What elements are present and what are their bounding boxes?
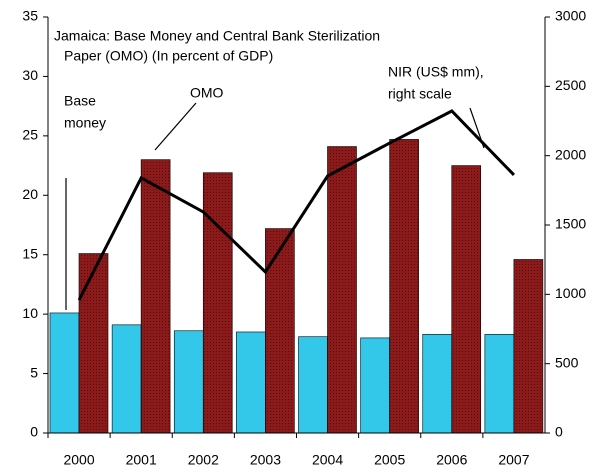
x-tick-label: 2003 bbox=[250, 452, 281, 468]
bar bbox=[111, 324, 142, 434]
bar bbox=[298, 336, 328, 434]
x-tick-label: 2004 bbox=[312, 452, 343, 468]
bar bbox=[451, 165, 482, 434]
y-tick-label: 10 bbox=[22, 305, 38, 321]
x-tick-label: 2001 bbox=[126, 452, 157, 468]
bar bbox=[422, 334, 453, 434]
bar bbox=[140, 159, 171, 434]
bar bbox=[78, 253, 109, 434]
annotation: right scale bbox=[388, 86, 452, 102]
y2-tick-label: 3000 bbox=[555, 8, 586, 24]
y2-tick-label: 1500 bbox=[555, 216, 586, 232]
bar bbox=[360, 337, 390, 434]
annotation: money bbox=[64, 115, 106, 131]
x-tick-label: 2007 bbox=[498, 452, 529, 468]
y-tick-label: 5 bbox=[30, 364, 38, 380]
annotation: Base bbox=[64, 93, 96, 109]
y2-tick-label: 2000 bbox=[555, 146, 586, 162]
y-tick-label: 25 bbox=[22, 127, 38, 143]
leader-line bbox=[469, 107, 485, 149]
y2-tick-label: 1000 bbox=[555, 285, 586, 301]
y2-tick-label: 500 bbox=[555, 354, 579, 370]
bar bbox=[202, 172, 233, 434]
bar bbox=[484, 334, 515, 434]
bar bbox=[513, 259, 544, 434]
bar bbox=[173, 330, 204, 434]
x-tick-label: 2000 bbox=[63, 452, 94, 468]
annotation: NIR (US$ mm), bbox=[388, 64, 484, 80]
annotation: OMO bbox=[190, 85, 224, 101]
bar bbox=[327, 146, 357, 434]
bar bbox=[389, 139, 419, 434]
y-tick-label: 20 bbox=[22, 186, 38, 202]
bar bbox=[49, 312, 80, 434]
bar bbox=[265, 228, 295, 434]
chart-title: Jamaica: Base Money and Central Bank Ste… bbox=[54, 28, 380, 44]
leader-line bbox=[154, 102, 197, 151]
line-series bbox=[77, 109, 516, 301]
y2-tick-label: 0 bbox=[555, 424, 563, 440]
y-tick-label: 15 bbox=[22, 245, 38, 261]
y2-tick-label: 2500 bbox=[555, 77, 586, 93]
chart-title: Paper (OMO) (In percent of GDP) bbox=[64, 48, 273, 64]
x-tick-label: 2005 bbox=[374, 452, 405, 468]
y-tick-label: 0 bbox=[30, 424, 38, 440]
x-tick-label: 2002 bbox=[188, 452, 219, 468]
y-tick-label: 30 bbox=[22, 67, 38, 83]
x-tick-label: 2006 bbox=[436, 452, 467, 468]
bar bbox=[236, 331, 266, 434]
y-tick-label: 35 bbox=[22, 8, 38, 24]
